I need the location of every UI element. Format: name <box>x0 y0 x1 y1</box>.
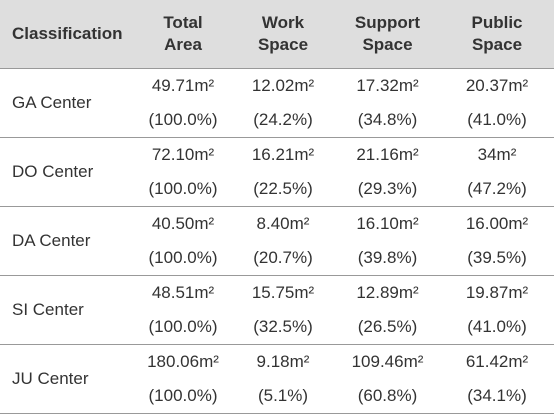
header-cell: Public Space <box>440 0 554 69</box>
cell: 180.06m² (100.0%) <box>135 344 231 414</box>
share-value: (32.5%) <box>253 317 313 336</box>
header-text: Work Space <box>257 13 309 54</box>
table-row: JU Center 180.06m² (100.0%) 9.18m² (5.1%) 109… <box>0 344 554 414</box>
header-text: Classification <box>12 24 123 43</box>
row-label: JU Center <box>0 344 135 414</box>
share-value: (100.0%) <box>148 317 218 336</box>
cell: 12.89m² (26.5%) <box>335 275 440 345</box>
cell: 15.75m² (32.5%) <box>231 275 335 345</box>
cell: 48.51m² (100.0%) <box>135 275 231 345</box>
area-value: 17.32m² <box>356 76 419 95</box>
header-cell: Total Area <box>135 0 231 69</box>
share-value: (41.0%) <box>467 110 527 129</box>
table-row: DO Center 72.10m² (100.0%) 16.21m² (22.5%) 21… <box>0 137 554 207</box>
area-value: 40.50m² <box>151 214 215 233</box>
header-cell: Classification <box>0 0 135 69</box>
share-value: (100.0%) <box>148 386 218 405</box>
share-value: (34.1%) <box>467 386 527 405</box>
cell: 34m² (47.2%) <box>440 137 554 207</box>
area-value: 12.89m² <box>356 283 419 302</box>
area-value: 19.87m² <box>465 283 529 302</box>
share-value: (5.1%) <box>257 386 309 405</box>
cell: 21.16m² (29.3%) <box>335 137 440 207</box>
share-value: (20.7%) <box>253 248 313 267</box>
area-value: 61.42m² <box>465 352 529 371</box>
row-label: SI Center <box>0 275 135 345</box>
share-value: (29.3%) <box>357 179 418 198</box>
share-value: (60.8%) <box>357 386 418 405</box>
cell: 9.18m² (5.1%) <box>231 344 335 414</box>
area-value: 20.37m² <box>465 76 529 95</box>
row-label: DA Center <box>0 206 135 276</box>
table-row: SI Center 48.51m² (100.0%) 15.75m² (32.5%) 12… <box>0 275 554 345</box>
cell: 16.21m² (22.5%) <box>231 137 335 207</box>
row-label: GA Center <box>0 68 135 138</box>
table-row: DA Center 40.50m² (100.0%) 8.40m² (20.7%) 16.… <box>0 206 554 276</box>
header-text: Support Space <box>354 13 421 54</box>
area-value: 12.02m² <box>251 76 315 95</box>
area-value: 72.10m² <box>151 145 215 164</box>
share-value: (24.2%) <box>253 110 313 129</box>
cell: 20.37m² (41.0%) <box>440 68 554 138</box>
cell: 109.46m² (60.8%) <box>335 344 440 414</box>
area-value: 109.46m² <box>351 352 424 371</box>
area-value: 8.40m² <box>256 214 310 233</box>
area-value: 16.00m² <box>465 214 529 233</box>
area-value: 49.71m² <box>151 76 215 95</box>
cell: 16.10m² (39.8%) <box>335 206 440 276</box>
cell: 61.42m² (34.1%) <box>440 344 554 414</box>
table-body: GA Center 49.71m² (100.0%) 12.02m² (24.2%) 17… <box>0 68 554 414</box>
share-value: (34.8%) <box>357 110 418 129</box>
share-value: (100.0%) <box>148 110 218 129</box>
cell: 49.71m² (100.0%) <box>135 68 231 138</box>
header-text: Total Area <box>163 13 203 54</box>
header-text: Public Space <box>471 13 523 54</box>
cell: 12.02m² (24.2%) <box>231 68 335 138</box>
share-value: (100.0%) <box>148 179 218 198</box>
header-row: Classification Total Area Work Space Suppor… <box>0 0 554 69</box>
area-value: 15.75m² <box>251 283 315 302</box>
share-value: (41.0%) <box>467 317 527 336</box>
cell: 72.10m² (100.0%) <box>135 137 231 207</box>
share-value: (47.2%) <box>467 179 527 198</box>
header-cell: Support Space <box>335 0 440 69</box>
cell: 8.40m² (20.7%) <box>231 206 335 276</box>
header-cell: Work Space <box>231 0 335 69</box>
area-value: 180.06m² <box>147 352 219 371</box>
share-value: (22.5%) <box>253 179 313 198</box>
share-value: (100.0%) <box>148 248 218 267</box>
share-value: (39.8%) <box>357 248 418 267</box>
cell: 19.87m² (41.0%) <box>440 275 554 345</box>
row-label: DO Center <box>0 137 135 207</box>
cell: 40.50m² (100.0%) <box>135 206 231 276</box>
area-value: 34m² <box>477 145 517 164</box>
area-value: 9.18m² <box>256 352 310 371</box>
cell: 17.32m² (34.8%) <box>335 68 440 138</box>
share-value: (39.5%) <box>467 248 527 267</box>
area-value: 16.10m² <box>356 214 419 233</box>
area-value: 48.51m² <box>151 283 215 302</box>
cell: 16.00m² (39.5%) <box>440 206 554 276</box>
area-value: 21.16m² <box>356 145 419 164</box>
share-value: (26.5%) <box>357 317 418 336</box>
area-value: 16.21m² <box>251 145 315 164</box>
table-row: GA Center 49.71m² (100.0%) 12.02m² (24.2%) 17… <box>0 68 554 138</box>
